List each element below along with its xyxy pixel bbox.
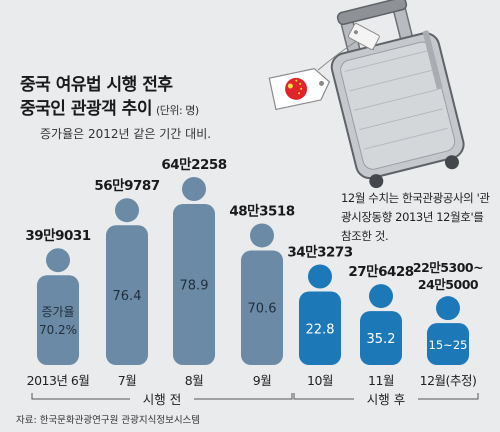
x-tick-label: 12월(추정) xyxy=(420,373,477,388)
x-tick-label: 10월 xyxy=(307,373,333,388)
chart-bars: 39만9031 증가율 70.2% 2013년 6월 56만9787 76.4 7월 64만2… xyxy=(25,157,483,388)
chart-title-line1: 중국 여유법 시행 전후 xyxy=(20,75,173,95)
unit-label: (단위: 명) xyxy=(155,104,199,117)
bar xyxy=(427,323,469,365)
group-label-bg xyxy=(130,393,194,407)
source-label: 자료: 한국문화관광연구원 관광지식정보시스템 xyxy=(16,415,201,426)
group-label: 시행 후 xyxy=(367,392,405,407)
growth-label: 70.2% xyxy=(39,323,77,337)
x-tick-label: 2013년 6월 xyxy=(27,373,90,388)
bar xyxy=(37,275,79,365)
bar-head xyxy=(182,177,206,201)
data-label: 39만9031 xyxy=(25,228,90,244)
chart-title-line2: 중국인 관광객 추이 (단위: 명) xyxy=(20,94,199,119)
x-tick-label: 7월 xyxy=(118,373,136,388)
suitcase-illustration xyxy=(268,0,465,189)
x-tick-label: 9월 xyxy=(253,373,271,388)
growth-prefix: 증가율 xyxy=(41,305,74,319)
data-label: 48만3518 xyxy=(229,203,294,219)
chart-subtitle: 증가율은 2012년 같은 기간 대비. xyxy=(40,127,212,141)
footnote: 12월 수치는 한국관광공사의 '관광시장동향 2013년 12월호'를 참조한… xyxy=(341,191,490,243)
data-label: 22만5300~ 24만5000 xyxy=(413,260,483,292)
data-label: 64만2258 xyxy=(161,157,226,173)
growth-label: 78.9 xyxy=(180,279,209,294)
bar-head xyxy=(308,264,332,289)
chart-title-text: 중국인 관광객 추이 xyxy=(20,99,152,119)
x-tick-label: 11월 xyxy=(368,373,394,388)
group-label: 시행 전 xyxy=(143,392,181,407)
data-label: 34만3273 xyxy=(287,245,352,261)
bar xyxy=(299,291,341,365)
x-tick-label: 8월 xyxy=(185,373,203,388)
growth-label: 76.4 xyxy=(113,289,142,304)
bar-head xyxy=(436,296,460,321)
growth-label: 15~25 xyxy=(429,338,468,352)
data-label: 56만9787 xyxy=(94,178,159,194)
chart-groups: 시행 전 시행 후 xyxy=(31,392,479,407)
bar-head xyxy=(46,248,70,273)
growth-label: 70.6 xyxy=(248,302,277,317)
bar-head xyxy=(369,284,393,309)
bar xyxy=(173,204,215,365)
bar xyxy=(360,311,402,365)
group-label-bg xyxy=(354,393,418,407)
bar-head xyxy=(250,223,274,248)
growth-label: 22.8 xyxy=(306,322,335,337)
bar-head xyxy=(115,198,139,223)
flag-circle xyxy=(285,77,308,100)
bar xyxy=(241,250,283,365)
bar xyxy=(106,225,148,365)
growth-label: 35.2 xyxy=(367,332,396,347)
data-label: 27만6428 xyxy=(348,264,413,280)
